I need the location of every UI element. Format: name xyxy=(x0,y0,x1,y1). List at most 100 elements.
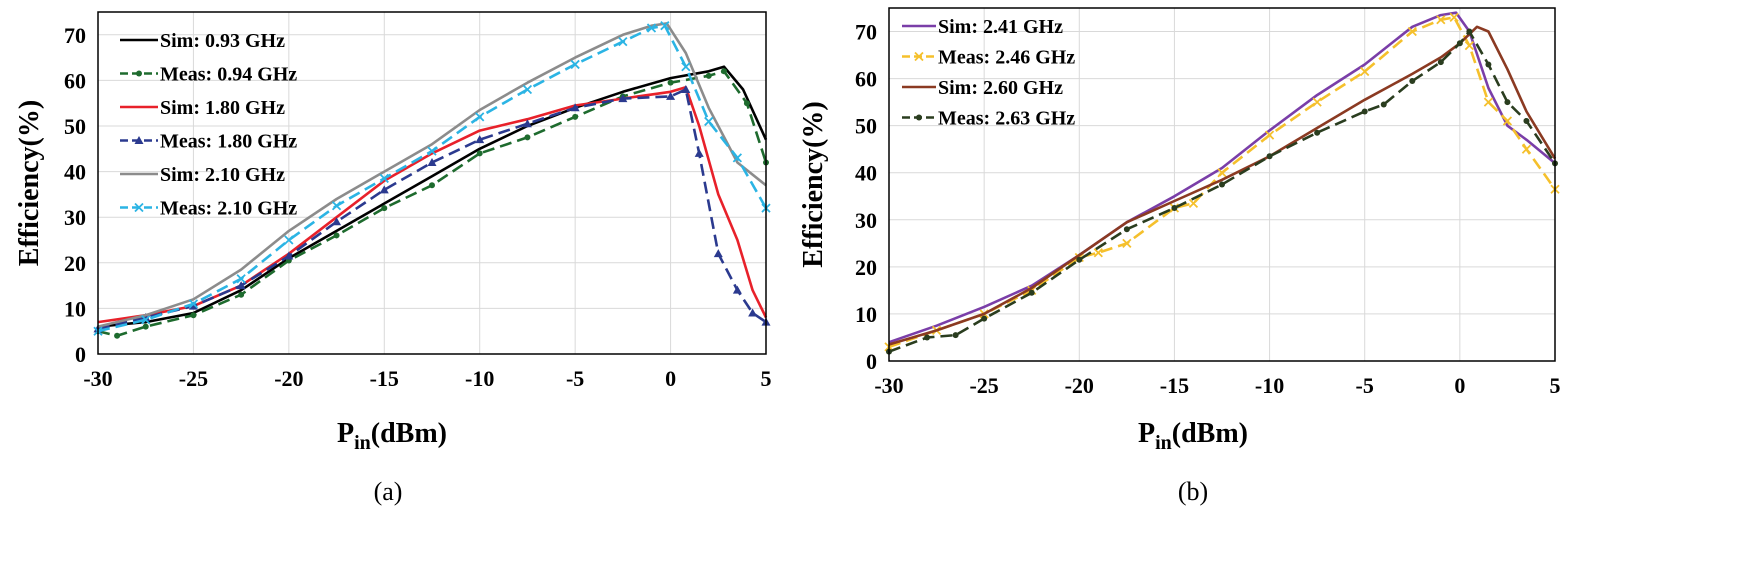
chart-b-xtick-label-6: 0 xyxy=(1454,373,1465,398)
chart-a-series-1-point-9 xyxy=(476,150,483,157)
chart-b-series-3-point-5 xyxy=(1076,256,1083,263)
chart-a-series-5-point-11 xyxy=(618,37,628,47)
chart-b-series-3-point-1 xyxy=(924,334,931,341)
chart-b-series-1-point-17 xyxy=(1483,97,1494,107)
chart-a-series-3-point-9 xyxy=(522,119,532,128)
chart-a-ytick-label-4: 40 xyxy=(64,160,86,185)
chart-a-series-3-point-5 xyxy=(332,217,342,226)
chart-a-xlabel: Pin(dBm) xyxy=(337,418,447,454)
chart-a-series-3-point-15 xyxy=(713,249,723,258)
chart-a-series-3-point-14 xyxy=(694,148,704,157)
chart-a-series-5-point-1 xyxy=(141,315,151,325)
chart-b-series-1-point-9 xyxy=(1217,168,1227,178)
chart-a-series-3-point-10 xyxy=(570,103,580,112)
chart-a-legend-marker-5 xyxy=(134,202,144,213)
chart-b-series-1-point-16 xyxy=(1464,41,1475,51)
chart-b-ytick-label-3: 30 xyxy=(855,208,877,233)
chart-b-series-1-point-6 xyxy=(1122,238,1132,248)
chart-a-series-line-0 xyxy=(97,65,768,328)
chart-a-series-1-point-4 xyxy=(238,291,245,298)
chart-a-xtick-label-5: -5 xyxy=(566,366,584,391)
chart-a-legend-label-3: Meas: 1.80 GHz xyxy=(160,131,297,153)
chart-a-xtick-label-2: -20 xyxy=(274,366,303,391)
chart-a-series-3-point-6 xyxy=(379,185,389,194)
chart-b-series-3-point-3 xyxy=(981,315,988,322)
chart-b-series-3-point-15 xyxy=(1456,40,1463,47)
chart-b-ytick-label-2: 20 xyxy=(855,255,877,280)
chart-a: -30 -25 -20 -15 -10 -5 0 5010203040506070Effici… xyxy=(14,11,772,506)
chart-b-series-1-point-12 xyxy=(1360,66,1370,77)
chart-b-caption: (b) xyxy=(1178,477,1208,506)
chart-a-legend-label-0: Sim: 0.93 GHz xyxy=(160,30,285,52)
chart-b-xtick-label-2: -20 xyxy=(1065,373,1094,398)
chart-b-series-line-3 xyxy=(888,30,1557,353)
chart-a-series-1-point-6 xyxy=(333,232,340,239)
chart-b-legend-label-3: Meas: 2.63 GHz xyxy=(938,108,1075,130)
chart-a-xtick-label-7: 5 xyxy=(761,366,772,391)
chart-a-ytick-label-1: 10 xyxy=(64,296,86,321)
chart-b-legend-label-2: Sim: 2.60 GHz xyxy=(938,77,1063,99)
chart-b-xtick-label-1: -25 xyxy=(969,373,998,398)
chart-a-legend-label-1: Meas: 0.94 GHz xyxy=(160,64,297,86)
chart-a-series-5-point-6 xyxy=(379,173,389,184)
chart-b-series-line-2 xyxy=(888,25,1557,346)
chart-b-series-3-point-12 xyxy=(1380,101,1387,108)
chart-a-caption: (a) xyxy=(374,477,403,506)
chart-b-legend-marker-1 xyxy=(914,51,924,62)
chart-b-series-3-point-13 xyxy=(1409,77,1416,84)
chart-b-series-1-point-19 xyxy=(1521,144,1532,154)
chart-a-ytick-label-2: 20 xyxy=(64,251,86,276)
chart-a-series-1-point-15 xyxy=(721,68,728,75)
chart-a-series-1-point-14 xyxy=(705,72,712,79)
chart-a-ytick-label-5: 50 xyxy=(64,114,86,139)
chart-b-series-3-point-18 xyxy=(1504,99,1511,106)
chart-a-series-5-point-3 xyxy=(236,274,246,284)
chart-a-series-5-point-7 xyxy=(427,146,437,156)
chart-a-ytick-label-0: 0 xyxy=(75,342,86,367)
chart-b-ytick-label-1: 10 xyxy=(855,302,877,327)
chart-a-ytick-label-6: 60 xyxy=(64,68,86,93)
chart-a-series-3-point-17 xyxy=(748,308,758,317)
chart-a-xtick-label-0: -30 xyxy=(83,366,112,391)
chart-b-series-3-point-4 xyxy=(1028,289,1035,296)
chart-a-series-3-point-7 xyxy=(427,157,437,166)
chart-a-series-5-point-5 xyxy=(331,201,342,211)
chart-a-series-5-point-12 xyxy=(646,23,657,33)
chart-b-ytick-label-0: 0 xyxy=(866,349,877,374)
chart-a-series-1-point-13 xyxy=(667,79,674,86)
chart-a-series-5-point-2 xyxy=(188,299,199,309)
chart-a-xtick-label-3: -15 xyxy=(370,366,399,391)
chart-a-series-5-point-14 xyxy=(681,62,691,72)
chart-b-series-3-point-10 xyxy=(1314,129,1321,136)
chart-b-series-1-point-13 xyxy=(1407,26,1417,37)
chart-a-series-1-point-8 xyxy=(429,182,435,189)
chart-b-series-1-point-8 xyxy=(1188,198,1199,208)
chart-a-plot-frame xyxy=(97,11,767,355)
chart-b-series-3-point-7 xyxy=(1171,205,1178,212)
chart-b-series-3-point-8 xyxy=(1219,181,1225,188)
chart-a-legend-marker-3 xyxy=(134,136,144,144)
chart-a-ytick-label-3: 30 xyxy=(64,205,86,230)
chart-a-series-3-point-16 xyxy=(732,285,742,294)
chart-a-series-line-5 xyxy=(97,24,768,333)
chart-a-series-1-point-3 xyxy=(190,312,197,319)
chart-b-ytick-label-7: 70 xyxy=(855,20,877,45)
chart-a-series-3-point-4 xyxy=(284,251,294,260)
chart-b-series-1-point-18 xyxy=(1502,116,1513,126)
chart-b-legend-label-0: Sim: 2.41 GHz xyxy=(938,16,1063,38)
chart-b-series-1-point-5 xyxy=(1093,248,1103,258)
chart-b-legend-marker-3 xyxy=(916,114,922,121)
chart-a-series-1-point-11 xyxy=(572,113,579,120)
chart-a-legend-label-5: Meas: 2.10 GHz xyxy=(160,198,297,220)
chart-b-series-3-point-16 xyxy=(1466,28,1473,35)
chart-b-series-3-point-6 xyxy=(1123,226,1130,233)
chart-b: -30 -25 -20 -15 -10 -5 0 5010203040506070Effici… xyxy=(798,7,1561,506)
chart-a-series-3-point-2 xyxy=(188,301,198,310)
chart-b-series-line-0 xyxy=(888,11,1556,344)
chart-b-series-1-point-15 xyxy=(1449,12,1459,23)
chart-a-series-1-point-1 xyxy=(114,332,121,339)
chart-b-ytick-label-5: 50 xyxy=(855,114,877,139)
chart-a-series-5-point-8 xyxy=(475,112,485,122)
chart-a-series-1-point-10 xyxy=(524,134,531,141)
